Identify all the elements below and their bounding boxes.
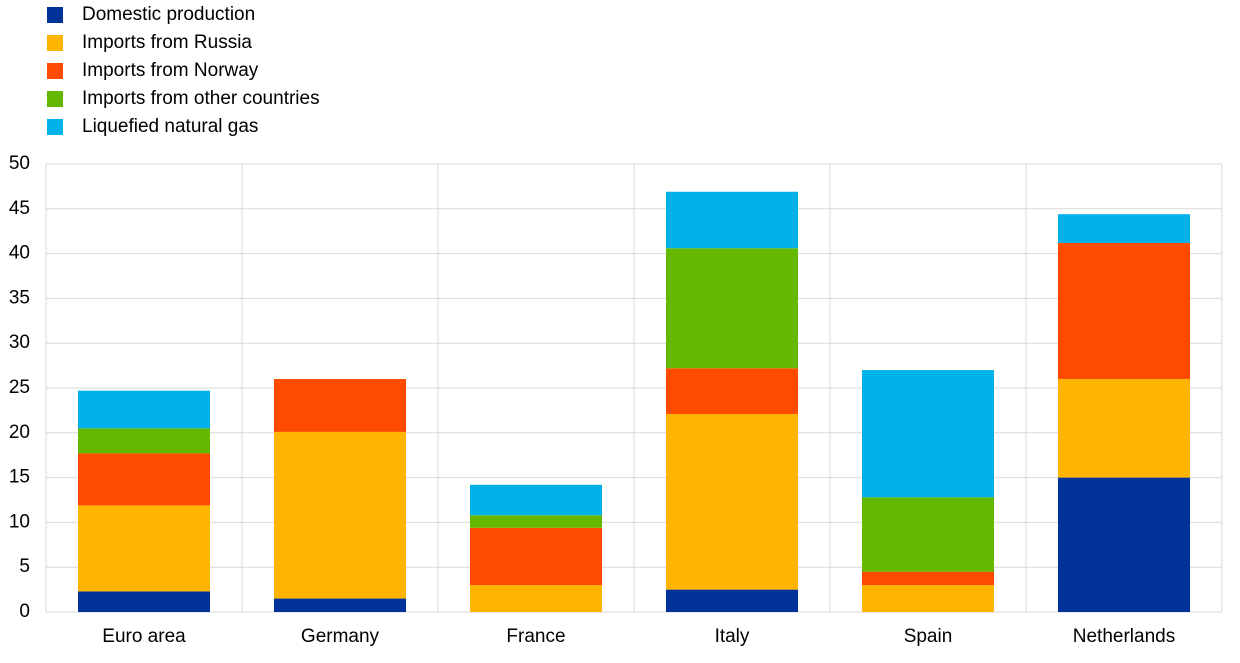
bar-segment: [1058, 214, 1190, 243]
bar-segment: [1058, 242, 1190, 380]
legend-swatch: [47, 63, 63, 79]
y-tick-label: 0: [19, 601, 30, 622]
legend-swatch: [47, 7, 63, 23]
bar-segment: [666, 413, 798, 590]
bar-segment: [470, 527, 602, 586]
bar-segment: [1058, 379, 1190, 478]
bar-segment: [666, 589, 798, 612]
legend-label: Imports from other countries: [82, 88, 320, 109]
legend-swatch: [47, 91, 63, 107]
x-tick-label: Italy: [715, 626, 750, 647]
bar-segment: [78, 390, 210, 429]
y-tick-label: 45: [9, 198, 30, 219]
bar-segment: [274, 431, 406, 599]
y-tick-label: 20: [9, 422, 30, 443]
bar-segment: [862, 370, 994, 498]
x-tick-label: France: [506, 626, 565, 647]
bar-segment: [862, 497, 994, 572]
bar-segment: [78, 505, 210, 592]
y-tick-label: 50: [9, 153, 30, 174]
legend-label: Imports from Norway: [82, 60, 259, 81]
x-tick-label: Spain: [904, 626, 953, 647]
legend-label: Liquefied natural gas: [82, 116, 258, 137]
x-tick-label: Germany: [301, 626, 380, 647]
legend-label: Domestic production: [82, 4, 255, 25]
bar-segment: [666, 191, 798, 249]
bar-segment: [274, 598, 406, 612]
y-tick-label: 30: [9, 332, 30, 353]
legend-label: Imports from Russia: [82, 32, 252, 53]
bar-segment: [470, 484, 602, 516]
x-tick-label: Euro area: [102, 626, 186, 647]
bar-segment: [862, 571, 994, 586]
legend-swatch: [47, 35, 63, 51]
bar-segment: [666, 368, 798, 414]
y-tick-label: 25: [9, 377, 30, 398]
bar-segment: [78, 591, 210, 612]
bar-segment: [470, 585, 602, 612]
y-tick-label: 10: [9, 511, 30, 532]
x-tick-label: Netherlands: [1073, 626, 1175, 647]
y-tick-label: 35: [9, 287, 30, 308]
bar-segment: [78, 453, 210, 506]
bar-segment: [666, 248, 798, 369]
bar-segment: [862, 585, 994, 612]
y-tick-label: 5: [19, 556, 30, 577]
bar-segment: [1058, 477, 1190, 612]
y-tick-label: 40: [9, 243, 30, 264]
bar-segment: [470, 515, 602, 528]
y-tick-label: 15: [9, 467, 30, 488]
bar-segment: [274, 379, 406, 432]
bar-segment: [78, 428, 210, 454]
legend-swatch: [47, 119, 63, 135]
